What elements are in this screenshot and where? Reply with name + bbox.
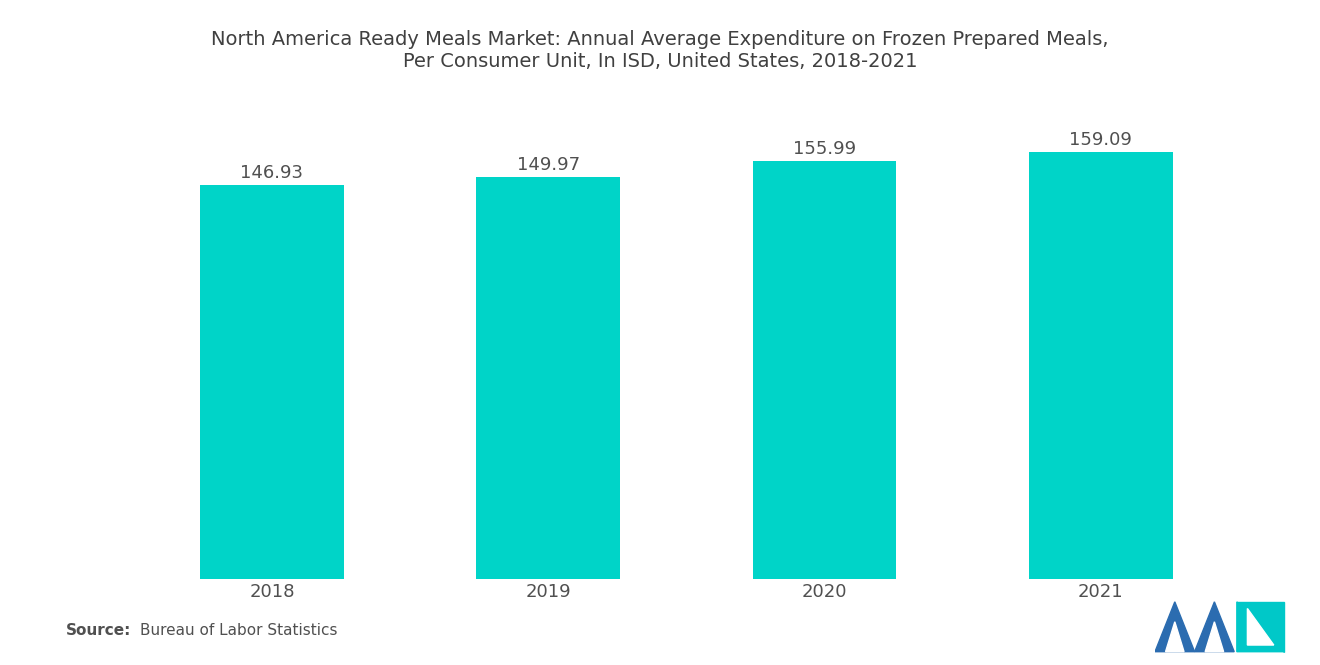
Text: 155.99: 155.99 xyxy=(793,140,857,158)
Bar xyxy=(1030,152,1172,579)
Bar xyxy=(201,185,343,579)
Polygon shape xyxy=(1237,602,1284,652)
Polygon shape xyxy=(1166,622,1184,652)
Text: Bureau of Labor Statistics: Bureau of Labor Statistics xyxy=(140,623,338,638)
Text: 159.09: 159.09 xyxy=(1069,131,1133,149)
Text: North America Ready Meals Market: Annual Average Expenditure on Frozen Prepared : North America Ready Meals Market: Annual… xyxy=(211,30,1109,71)
Text: Source:: Source: xyxy=(66,623,132,638)
Text: 149.97: 149.97 xyxy=(516,156,579,174)
Polygon shape xyxy=(1247,608,1274,645)
Polygon shape xyxy=(1195,602,1234,652)
Polygon shape xyxy=(1205,622,1224,652)
Polygon shape xyxy=(1155,602,1195,652)
Text: 146.93: 146.93 xyxy=(240,164,304,182)
Polygon shape xyxy=(1237,602,1284,652)
Bar xyxy=(752,161,896,579)
Bar xyxy=(477,177,620,579)
